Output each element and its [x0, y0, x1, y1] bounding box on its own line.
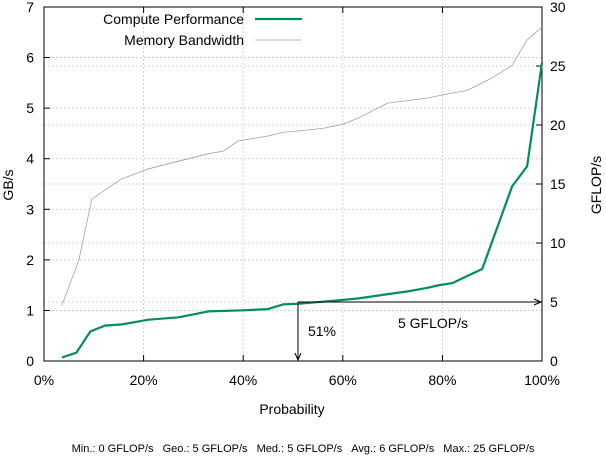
x-tick-label: 0%: [34, 372, 54, 388]
y-right-tick-label: 5: [550, 294, 558, 310]
plot-frame: [43, 6, 543, 362]
y-left-tick-label: 4: [26, 151, 34, 167]
y-axis-left-title: GB/s: [0, 169, 16, 200]
y-right-tick-label: 15: [550, 176, 566, 192]
stat-max: Max.: 25 GFLOP/s: [443, 443, 535, 455]
y-right-tick-label: 20: [550, 117, 566, 133]
y-right-tick-label: 30: [550, 0, 566, 15]
x-tick-label: 20%: [130, 372, 158, 388]
legend-label: Memory Bandwidth: [124, 32, 244, 48]
y-left-tick-label: 7: [26, 0, 34, 15]
y-right-tick-label: 0: [550, 353, 558, 369]
x-axis-title: Probability: [259, 401, 324, 417]
percentile-label: 51%: [308, 323, 336, 339]
axes: 0% 20% 40% 60% 80% 100% 0 1 2 3 4 5 6 7 0 5 10 15 20 25 30: [26, 0, 566, 388]
x-tick-label: 60%: [329, 372, 357, 388]
y-right-tick-label: 10: [550, 235, 566, 251]
gflops-label: 5 GFLOP/s: [398, 315, 468, 331]
y-left-tick-label: 3: [26, 201, 34, 217]
y-left-tick-label: 0: [26, 353, 34, 369]
y-right-tick-label: 25: [550, 58, 566, 74]
x-tick-label: 80%: [428, 372, 456, 388]
y-left-tick-label: 6: [26, 50, 34, 66]
legend: Compute Performance Memory Bandwidth: [103, 11, 302, 48]
annotations: 51% 5 GFLOP/s: [294, 298, 543, 362]
legend-label: Compute Performance: [103, 11, 244, 27]
x-tick-label: 100%: [524, 372, 560, 388]
stat-med: Med.: 5 GFLOP/s: [256, 443, 343, 455]
grid-lines: [44, 7, 542, 361]
chart: 0% 20% 40% 60% 80% 100% 0 1 2 3 4 5 6 7 0 5 10 15 20 25 30 5…: [0, 0, 604, 417]
y-left-tick-label: 5: [26, 100, 34, 116]
gflops-arrowhead: [533, 298, 543, 306]
series-line-memory-bandwidth: [61, 26, 543, 306]
summary-footer: Min.: 0 GFLOP/s Geo.: 5 GFLOP/s Med.: 5 …: [0, 443, 606, 455]
percentile-arrowhead: [294, 352, 302, 362]
stat-geo: Geo.: 5 GFLOP/s: [162, 443, 248, 455]
series-layer: [61, 26, 544, 359]
stat-avg: Avg.: 6 GFLOP/s: [351, 443, 435, 455]
y-left-tick-label: 1: [26, 302, 34, 318]
stat-min: Min.: 0 GFLOP/s: [71, 443, 154, 455]
x-tick-label: 40%: [229, 372, 257, 388]
y-axis-right-title: GFLOP/s: [588, 156, 604, 214]
series-line-compute-performance: [61, 62, 544, 359]
y-left-tick-label: 2: [26, 252, 34, 268]
